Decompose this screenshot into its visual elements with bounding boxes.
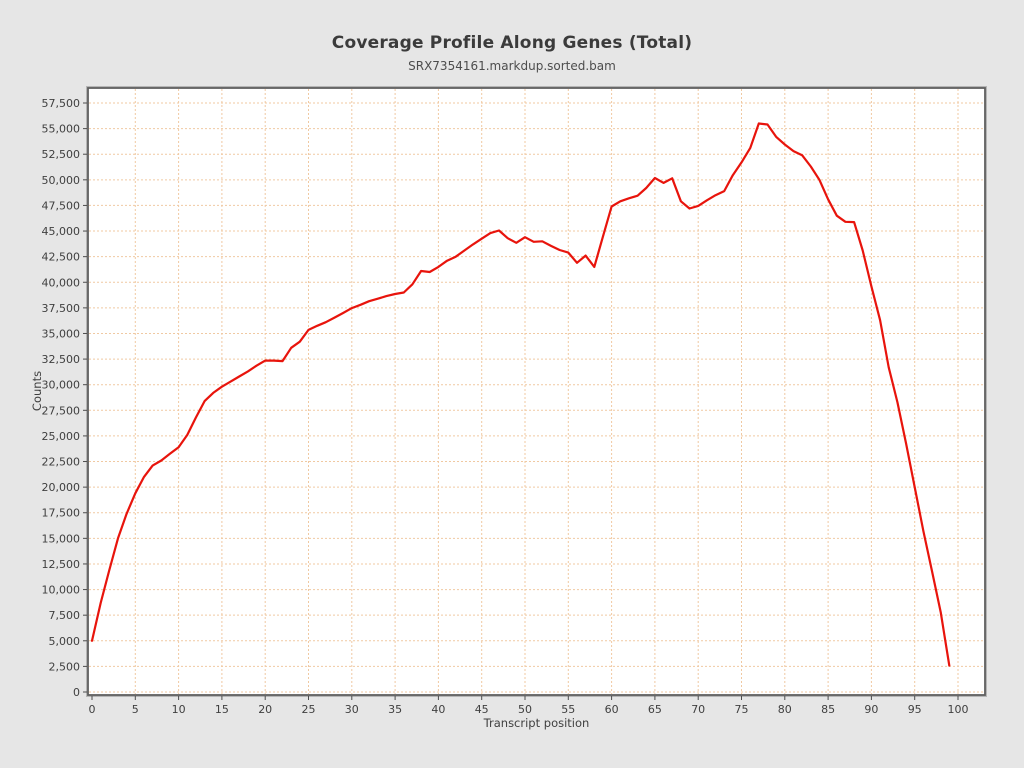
x-tick-label: 70	[691, 703, 705, 716]
y-tick-label: 47,500	[42, 199, 81, 212]
x-tick-label: 0	[89, 703, 96, 716]
y-tick-label: 52,500	[42, 148, 81, 161]
x-tick-label: 15	[215, 703, 229, 716]
plot-frame	[87, 87, 986, 696]
x-tick-label: 80	[778, 703, 792, 716]
y-tick-label: 42,500	[42, 251, 81, 264]
y-tick-label: 5,000	[49, 635, 81, 648]
y-tick-label: 30,000	[42, 379, 81, 392]
y-tick-label: 32,500	[42, 353, 81, 366]
chart-title: Coverage Profile Along Genes (Total)	[331, 33, 693, 53]
coverage-line	[90, 122, 951, 667]
y-tick-label: 15,000	[42, 532, 81, 545]
y-tick-label: 17,500	[42, 507, 81, 520]
x-tick-label: 20	[258, 703, 272, 716]
x-tick-label: 25	[302, 703, 316, 716]
y-tick-label: 7,500	[49, 609, 81, 622]
x-tick-label: 30	[345, 703, 359, 716]
y-tick-label: 22,500	[42, 456, 81, 469]
chart-subtitle: SRX7354161.markdup.sorted.bam	[408, 59, 616, 73]
y-tick-label: 27,500	[42, 404, 81, 417]
y-tick-label: 10,000	[42, 584, 81, 597]
x-tick-label: 50	[518, 703, 532, 716]
x-tick-label: 10	[172, 703, 186, 716]
x-tick-label: 85	[821, 703, 835, 716]
y-tick-label: 20,000	[42, 481, 81, 494]
x-axis-title: Transcript position	[483, 716, 590, 730]
x-tick-label: 100	[948, 703, 969, 716]
y-tick-label: 35,000	[42, 327, 81, 340]
y-tick-label: 57,500	[42, 97, 81, 110]
x-tick-label: 90	[864, 703, 878, 716]
x-tick-label: 60	[605, 703, 619, 716]
x-tick-label: 5	[132, 703, 139, 716]
x-tick-label: 35	[388, 703, 402, 716]
y-tick-label: 12,500	[42, 558, 81, 571]
y-tick-label: 2,500	[49, 660, 81, 673]
y-tick-label: 37,500	[42, 302, 81, 315]
y-tick-label: 0	[73, 686, 80, 699]
x-tick-label: 40	[431, 703, 445, 716]
x-tick-label: 65	[648, 703, 662, 716]
y-tick-label: 40,000	[42, 276, 81, 289]
x-tick-label: 75	[735, 703, 749, 716]
y-tick-label: 25,000	[42, 430, 81, 443]
y-tick-label: 45,000	[42, 225, 81, 238]
y-axis-title: Counts	[30, 370, 44, 412]
y-tick-label: 50,000	[42, 174, 81, 187]
x-tick-label: 95	[908, 703, 922, 716]
x-tick-label: 45	[475, 703, 489, 716]
y-tick-label: 55,000	[42, 123, 81, 136]
x-tick-label: 55	[561, 703, 575, 716]
